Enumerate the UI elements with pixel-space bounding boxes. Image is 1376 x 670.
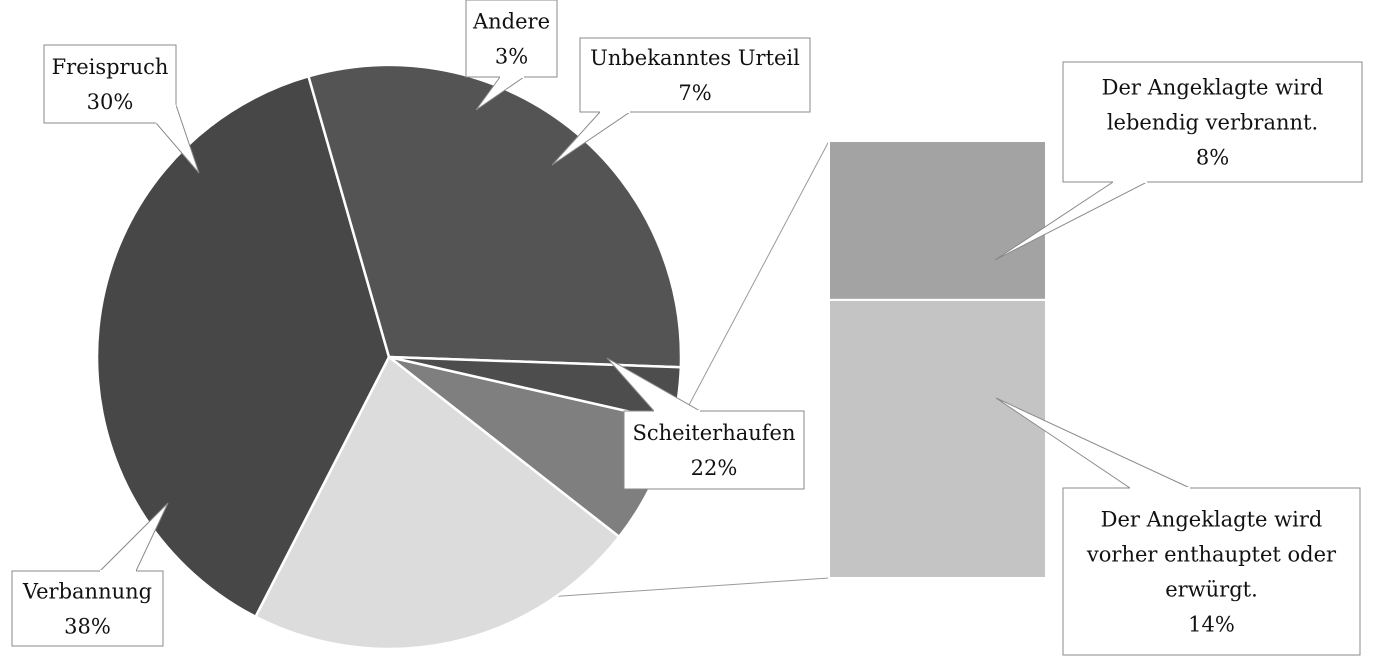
data-label-value: 8% bbox=[1196, 146, 1229, 170]
bar-segment-der-angeklagte-wird-lebendig-verbrannt bbox=[828, 140, 1047, 301]
data-label-value: 14% bbox=[1188, 613, 1235, 637]
callout-scheiterhaufen: Scheiterhaufen 22% bbox=[606, 357, 805, 490]
callout-box bbox=[43, 44, 177, 124]
callout-box bbox=[1062, 61, 1363, 183]
callout-box bbox=[623, 410, 805, 490]
breakdown-bars bbox=[828, 140, 1047, 579]
data-label-value: 7% bbox=[678, 81, 711, 105]
callout-unbekanntes-urteil: Unbekanntes Urteil 7% bbox=[551, 37, 811, 166]
bar-segment-der-angeklagte-wird-vorher-enthauptet-oder-erwuergt bbox=[828, 298, 1047, 579]
data-label-name: Andere bbox=[472, 10, 550, 34]
callout-verbannung: Verbannung 38% bbox=[11, 502, 169, 647]
callout-box bbox=[579, 37, 811, 113]
data-label-name: Der Angeklagte wird bbox=[1101, 508, 1323, 532]
data-label-name: vorher enthauptet oder bbox=[1086, 543, 1337, 567]
pie-slices bbox=[95, 63, 683, 651]
callout-box bbox=[1062, 487, 1361, 656]
data-label-name: Verbannung bbox=[22, 580, 152, 604]
pie-slice-freispruch bbox=[307, 63, 683, 369]
data-label-name: Der Angeklagte wird bbox=[1102, 76, 1324, 100]
callout-der-angeklagte-wird-vorher-enthauptet-oder-erwuergt: Der Angeklagte wird vorher enthauptet ode… bbox=[995, 397, 1361, 656]
callout-der-angeklagte-wird-lebendig-verbrannt: Der Angeklagte wird lebendig verbrannt. 8% bbox=[994, 61, 1363, 261]
data-label-value: 30% bbox=[87, 90, 134, 114]
callout-pointer-join bbox=[155, 104, 177, 124]
data-label-name: Scheiterhaufen bbox=[632, 421, 795, 445]
callout-box bbox=[11, 570, 164, 647]
data-label-name: Unbekanntes Urteil bbox=[590, 46, 800, 70]
callout-freispruch: Freispruch 30% bbox=[43, 44, 200, 174]
data-label-value: 22% bbox=[691, 456, 738, 480]
pie-slice-scheiterhaufen bbox=[254, 355, 621, 651]
callout-labels: Freispruch 30% Andere 3% Unbekanntes Urteil 7… bbox=[11, 0, 1363, 656]
data-label-value: 38% bbox=[64, 615, 111, 639]
pie-slice-verbannung bbox=[95, 75, 391, 618]
data-label-name: lebendig verbrannt. bbox=[1107, 111, 1318, 135]
data-label-name: Freispruch bbox=[52, 55, 169, 79]
callout-andere: Andere 3% bbox=[465, 0, 558, 111]
data-label-name: erwürgt. bbox=[1165, 578, 1258, 602]
data-label-value: 3% bbox=[495, 45, 528, 69]
